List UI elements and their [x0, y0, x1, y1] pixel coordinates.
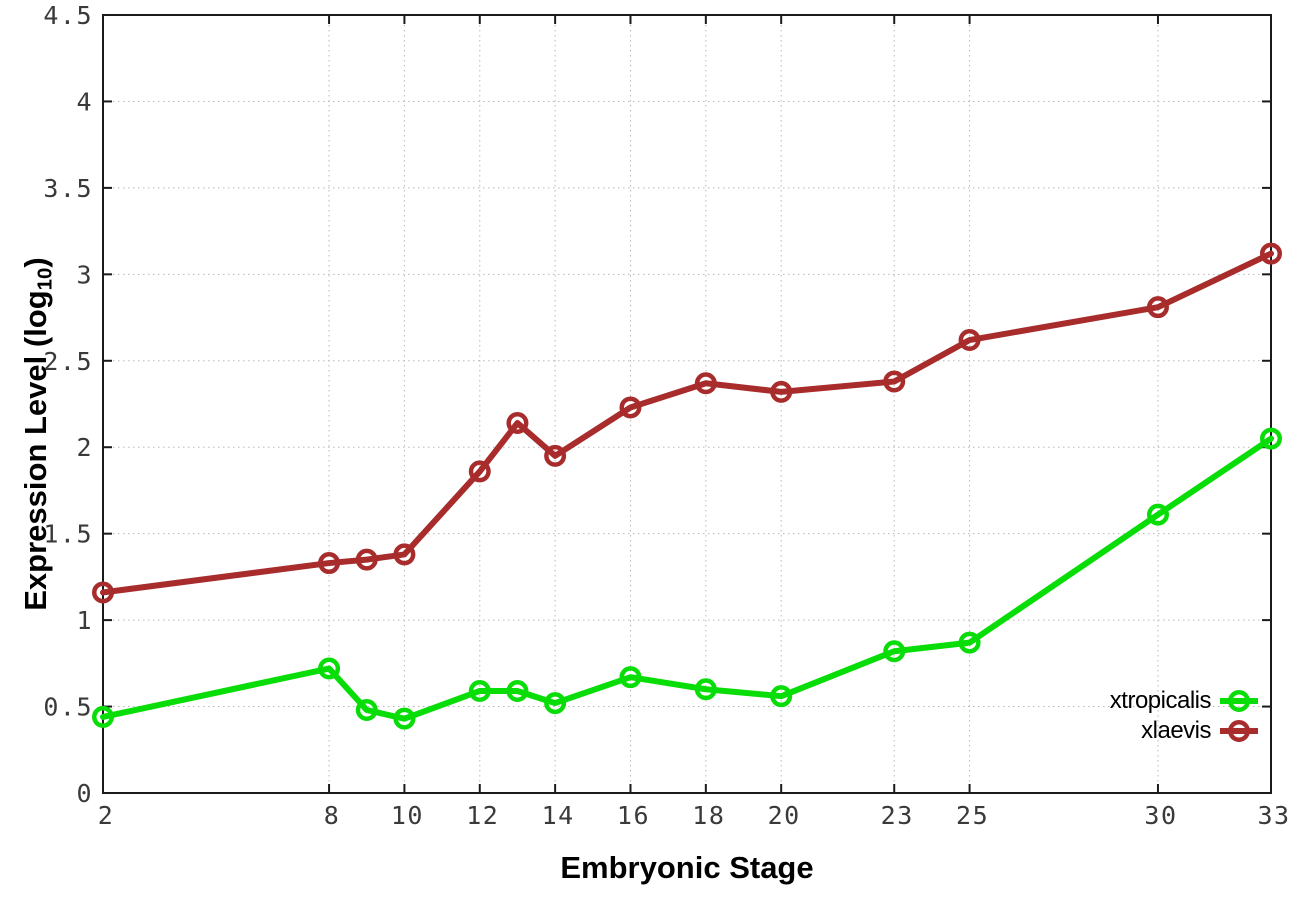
y-tick-label: 1	[76, 606, 93, 635]
x-tick-label: 33	[1257, 801, 1290, 830]
data-point-xtropicalis	[958, 631, 981, 654]
series-line-xtropicalis	[100, 435, 1274, 722]
data-point-xtropicalis	[355, 699, 378, 722]
y-tick-label: 0	[76, 779, 93, 808]
data-point-xtropicalis	[694, 678, 717, 701]
x-tick-label: 8	[324, 801, 341, 830]
data-point-xlaevis	[694, 372, 717, 395]
x-tick-label: 23	[881, 801, 914, 830]
data-point-xlaevis	[770, 380, 793, 403]
data-point-xlaevis	[468, 460, 491, 483]
y-axis-title: Expression Level (log10)	[18, 218, 57, 650]
y-axis-title-subscript: 10	[33, 267, 57, 291]
x-tick-label: 2	[98, 801, 115, 830]
legend: xtropicalis xlaevis	[1110, 686, 1258, 746]
data-point-xtropicalis	[92, 705, 114, 728]
y-tick-label: 3	[76, 260, 93, 289]
data-point-xlaevis	[393, 543, 416, 566]
legend-marker-icon	[1220, 690, 1258, 712]
data-point-xlaevis	[1146, 296, 1169, 319]
data-point-xlaevis	[318, 552, 341, 575]
data-point-xtropicalis	[544, 692, 567, 715]
data-point-xlaevis	[355, 548, 378, 571]
data-point-xtropicalis	[619, 666, 642, 689]
data-point-xlaevis	[883, 370, 906, 393]
x-tick-label: 25	[956, 801, 989, 830]
x-axis-title: Embryonic Stage	[560, 850, 814, 885]
x-tick-label: 14	[542, 801, 575, 830]
plot-border	[102, 14, 1272, 794]
series-line-xlaevis	[100, 250, 1274, 596]
x-tick-label: 18	[692, 801, 725, 830]
y-tick-label: 2	[76, 433, 93, 462]
x-tick-label: 20	[768, 801, 801, 830]
legend-marker-icon	[1220, 720, 1258, 742]
x-tick-label: 30	[1144, 801, 1177, 830]
y-tick-label: 4	[76, 87, 93, 116]
data-point-xlaevis	[506, 412, 529, 435]
legend-entry-xlaevis: xlaevis	[1110, 716, 1258, 746]
data-point-xtropicalis	[393, 707, 416, 730]
data-point-xlaevis	[1260, 242, 1282, 265]
data-point-xtropicalis	[1146, 503, 1169, 526]
data-point-xlaevis	[544, 444, 567, 467]
data-point-xlaevis	[619, 396, 642, 419]
data-point-xtropicalis	[1260, 427, 1282, 450]
x-tick-label: 16	[617, 801, 650, 830]
data-point-xtropicalis	[883, 640, 906, 663]
x-tick-label: 12	[466, 801, 499, 830]
y-tick-label: 0.5	[43, 693, 93, 722]
y-tick-label: 1.5	[43, 520, 93, 549]
data-point-xtropicalis	[468, 679, 491, 702]
legend-entry-xtropicalis: xtropicalis	[1110, 686, 1258, 716]
y-tick-label: 4.5	[43, 1, 93, 30]
y-tick-label: 2.5	[43, 347, 93, 376]
data-point-xlaevis	[92, 581, 114, 604]
y-axis-title-suffix: )	[18, 257, 53, 268]
legend-label: xlaevis	[1141, 717, 1211, 744]
data-point-xlaevis	[958, 329, 981, 352]
legend-label: xtropicalis	[1109, 687, 1212, 714]
y-axis-title-text: Expression Level (log	[18, 290, 53, 611]
y-tick-label: 3.5	[43, 174, 93, 203]
data-point-xtropicalis	[318, 657, 341, 680]
x-tick-label: 10	[391, 801, 424, 830]
data-point-xtropicalis	[506, 679, 529, 702]
data-point-xtropicalis	[770, 685, 793, 708]
